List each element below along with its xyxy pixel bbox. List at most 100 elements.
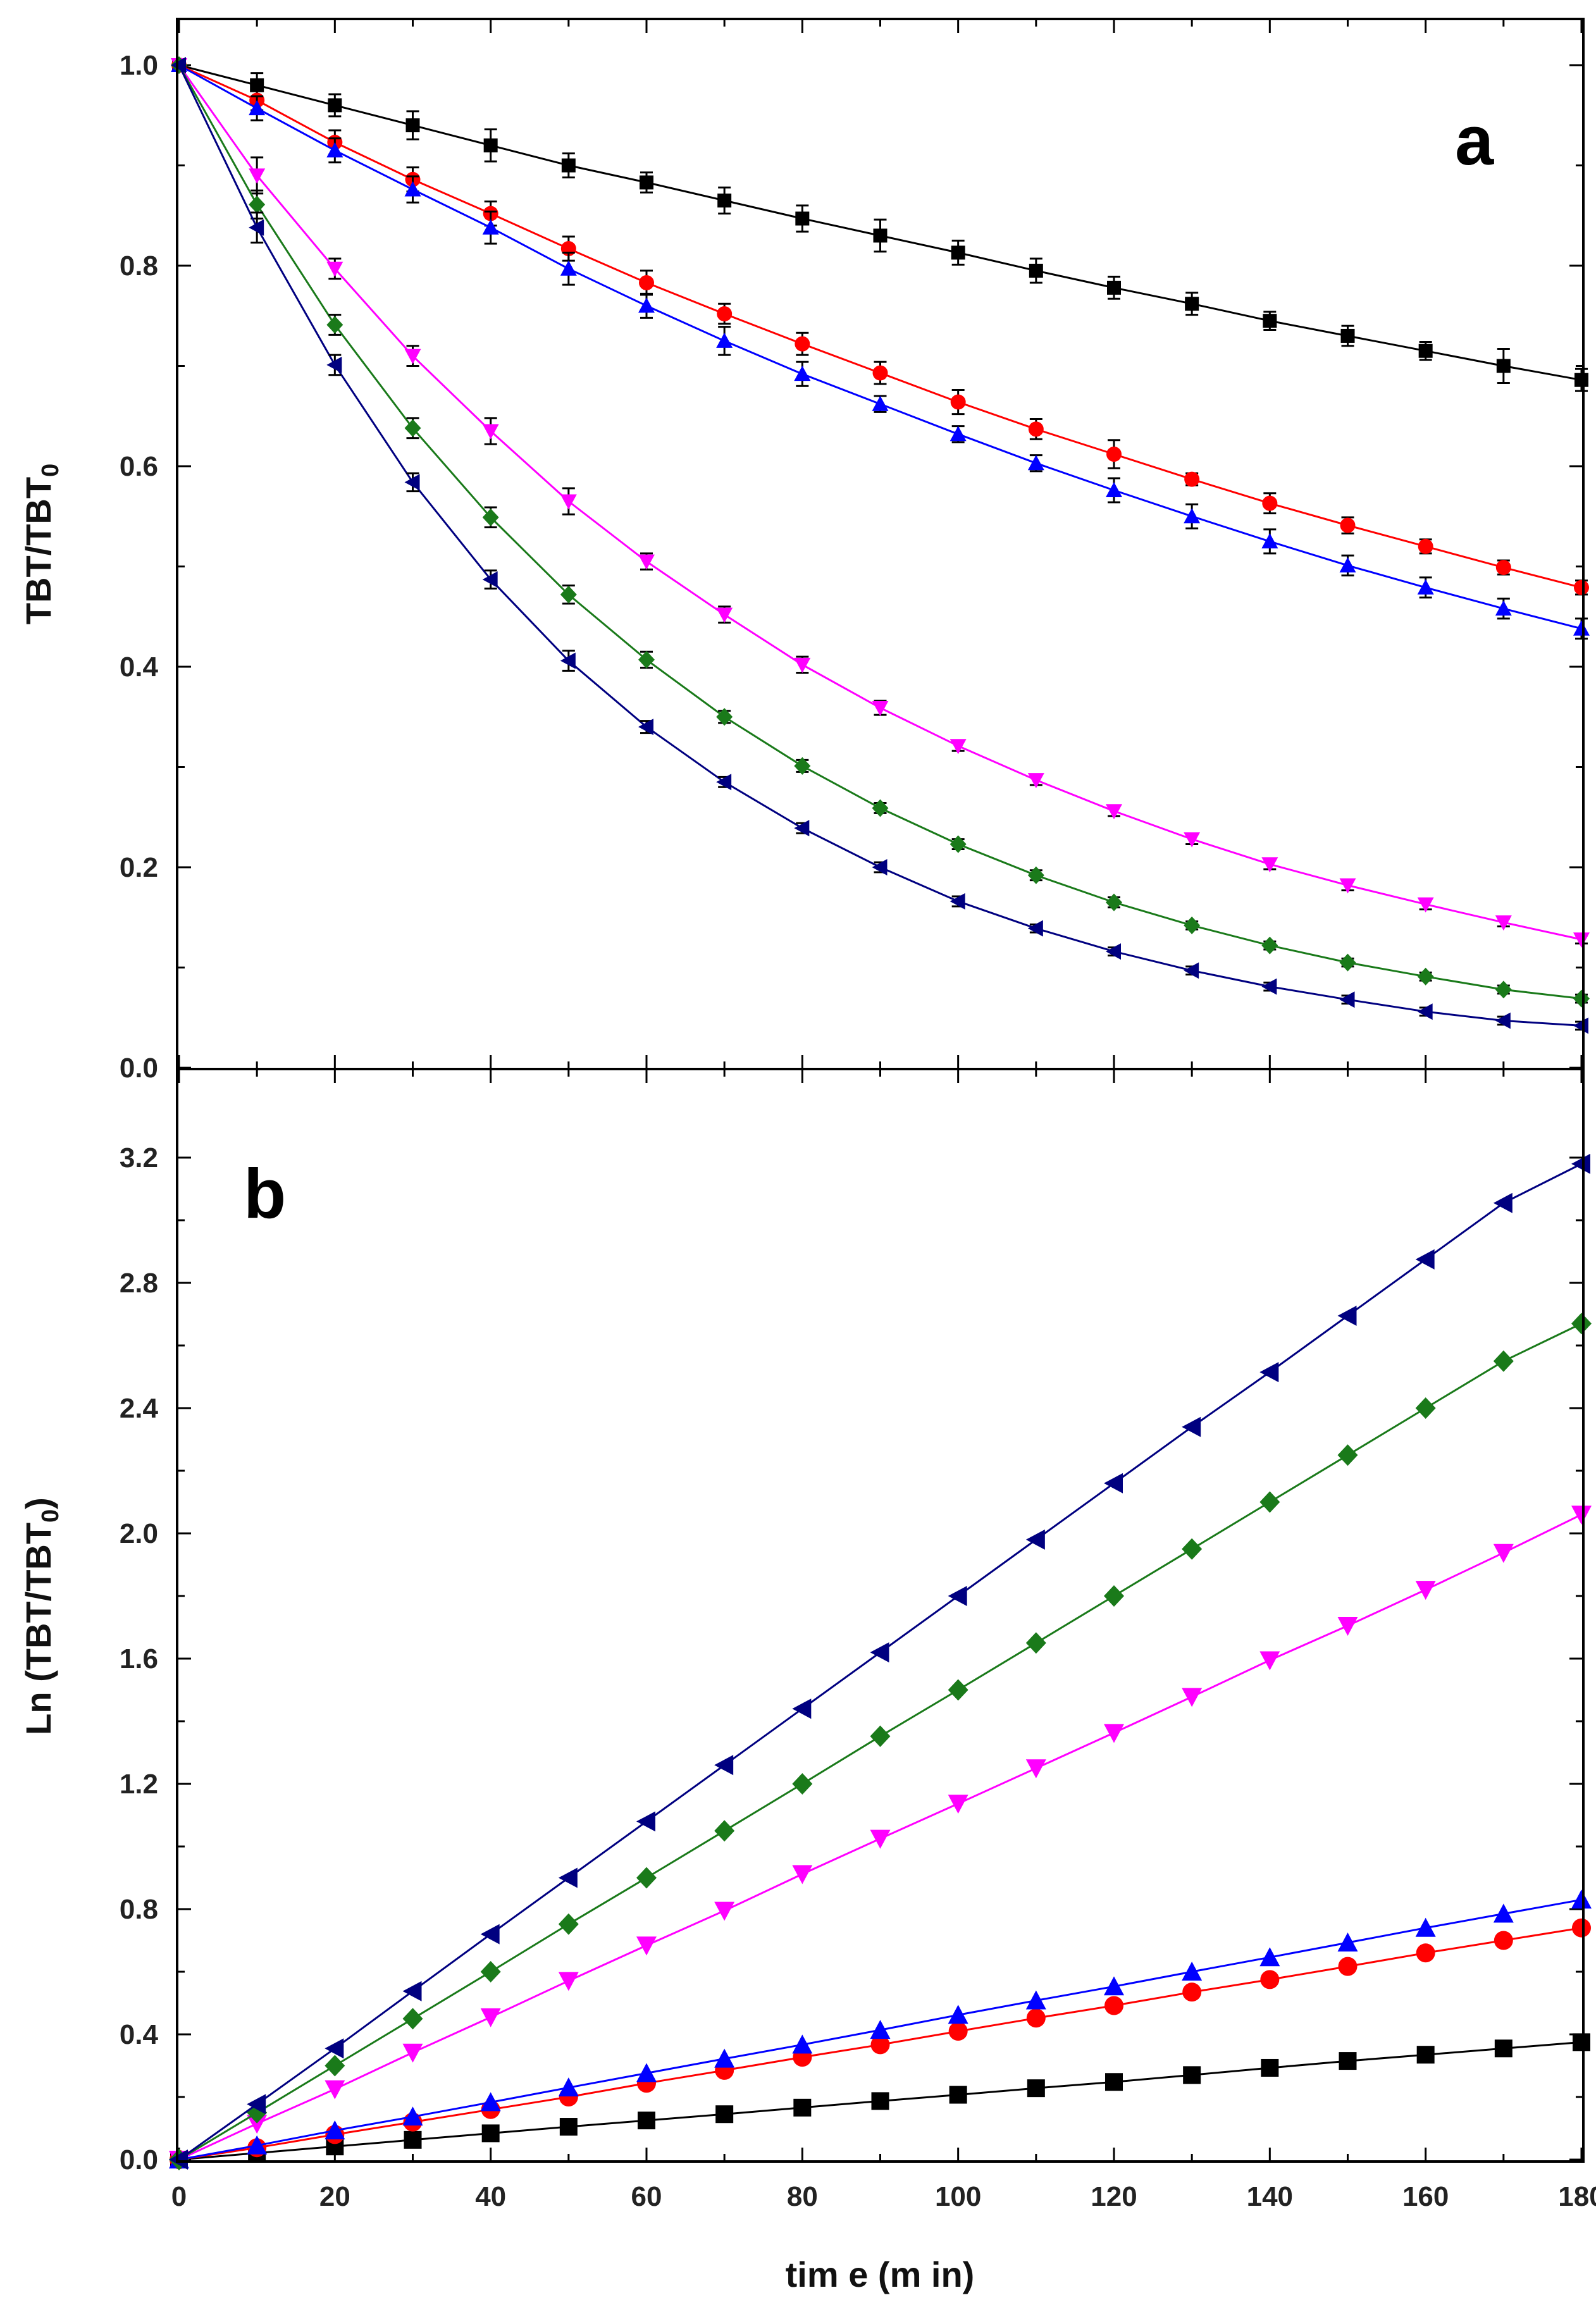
data-point xyxy=(249,100,266,116)
data-point xyxy=(1339,2052,1357,2070)
data-point xyxy=(402,2008,423,2030)
x-tick-label: 20 xyxy=(319,2181,350,2212)
data-point xyxy=(560,652,576,669)
data-point xyxy=(1261,2058,1279,2077)
data-point xyxy=(1184,832,1201,848)
data-point xyxy=(1185,297,1199,311)
data-point xyxy=(949,2086,967,2104)
data-point xyxy=(481,2124,500,2143)
data-point xyxy=(1417,897,1434,913)
data-point xyxy=(247,2115,268,2134)
data-point xyxy=(714,1820,735,1842)
data-point xyxy=(1106,804,1122,820)
y-tick-label: 2.0 xyxy=(120,1518,158,1549)
panel-a-y-axis-title: TBT/TBT0 xyxy=(18,464,64,624)
data-point xyxy=(639,275,654,290)
data-point xyxy=(1494,2039,1512,2058)
x-tick-label: 60 xyxy=(631,2181,662,2212)
data-point xyxy=(405,118,420,133)
data-point xyxy=(1184,962,1199,979)
x-tick-label: 180 xyxy=(1558,2181,1596,2212)
data-point xyxy=(638,2112,655,2130)
x-tick-label: 0 xyxy=(171,2181,187,2212)
data-point xyxy=(482,219,499,235)
data-point xyxy=(404,181,421,197)
data-point xyxy=(1025,1990,1046,2010)
data-point xyxy=(1026,2008,1046,2028)
x-tick-label: 140 xyxy=(1247,2181,1293,2212)
y-tick-label: 0.4 xyxy=(120,652,159,683)
data-point xyxy=(326,261,343,277)
data-point xyxy=(1338,1957,1358,1976)
data-point xyxy=(1571,1153,1590,1174)
data-point xyxy=(950,893,965,910)
data-point xyxy=(714,1755,734,1776)
y-tick-label: 2.4 xyxy=(120,1393,159,1424)
data-point xyxy=(1493,1192,1512,1213)
data-point xyxy=(872,395,889,411)
data-point xyxy=(325,2080,345,2100)
series-blue xyxy=(171,57,1590,640)
data-point xyxy=(951,245,965,260)
data-point xyxy=(1184,916,1201,934)
data-point xyxy=(558,1867,578,1888)
data-point xyxy=(558,1972,579,1991)
data-point xyxy=(1415,1397,1436,1419)
data-point xyxy=(1261,857,1278,873)
data-point xyxy=(1104,1996,1123,2015)
data-point xyxy=(247,2135,268,2155)
data-point xyxy=(872,799,889,817)
data-point xyxy=(1339,991,1355,1008)
data-point xyxy=(1182,1538,1203,1560)
data-point xyxy=(1417,579,1434,595)
y-tick-label: 0.0 xyxy=(120,2144,158,2175)
data-point xyxy=(328,98,342,113)
data-point xyxy=(638,297,655,313)
data-point xyxy=(870,2020,891,2039)
data-point xyxy=(870,1725,891,1747)
data-point xyxy=(1184,471,1200,487)
data-point xyxy=(326,142,343,158)
data-point xyxy=(1574,373,1588,387)
data-point xyxy=(402,1981,422,2001)
data-point xyxy=(1262,495,1278,511)
data-point xyxy=(1182,1688,1203,1707)
data-point xyxy=(636,1936,657,1956)
data-point xyxy=(1337,1932,1358,1951)
x-tick-label: 160 xyxy=(1402,2181,1449,2212)
data-point xyxy=(1182,1962,1203,1981)
panel-b-frame xyxy=(176,1068,1585,2163)
data-point xyxy=(1182,1416,1201,1437)
data-point xyxy=(404,2131,422,2149)
data-point xyxy=(1182,1982,1202,2002)
data-point xyxy=(1496,359,1511,373)
data-point xyxy=(1029,263,1043,278)
y-tick-label: 0.8 xyxy=(120,1894,158,1925)
data-point xyxy=(1417,967,1434,986)
panel-a-label: a xyxy=(1455,102,1494,180)
y-tick-label: 3.2 xyxy=(120,1142,158,1173)
data-point xyxy=(561,158,576,173)
data-point xyxy=(1107,280,1121,295)
data-point xyxy=(795,211,810,226)
data-point xyxy=(249,219,264,236)
data-point xyxy=(1337,1617,1358,1636)
series-magenta xyxy=(169,1506,1592,2170)
data-point xyxy=(872,700,889,716)
y-tick-label: 0.4 xyxy=(120,2019,159,2050)
data-point xyxy=(950,394,966,410)
series-black xyxy=(172,58,1588,392)
data-point xyxy=(1415,1249,1435,1270)
data-point xyxy=(560,494,577,510)
data-point xyxy=(1104,1976,1124,1996)
data-point xyxy=(1027,2079,1045,2098)
data-point xyxy=(870,1642,889,1663)
data-point xyxy=(948,2022,968,2041)
panel-a-series xyxy=(171,56,1590,1034)
data-point xyxy=(1493,1543,1514,1563)
data-point xyxy=(404,474,420,491)
data-point xyxy=(950,426,967,442)
data-point xyxy=(1340,517,1356,533)
data-point xyxy=(1028,421,1044,437)
